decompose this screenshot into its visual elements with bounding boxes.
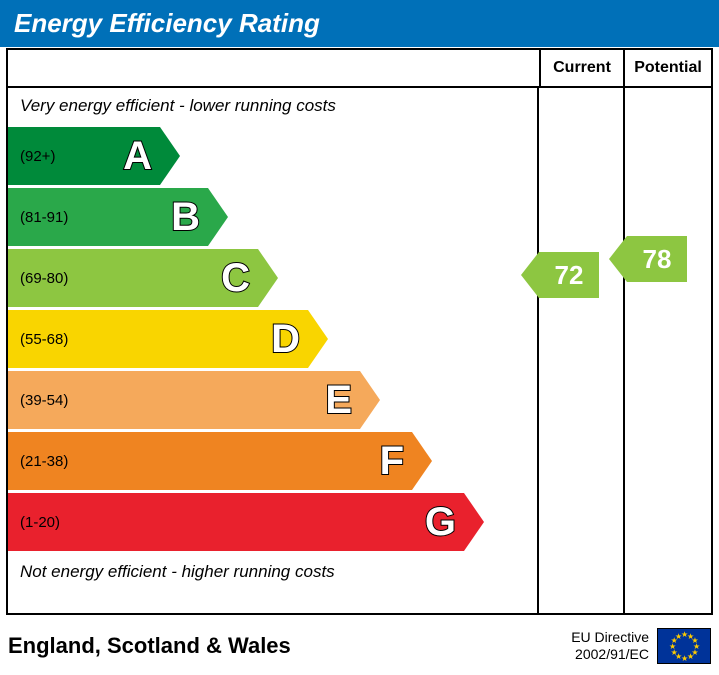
caption-inefficient: Not energy efficient - higher running co… [8, 556, 537, 582]
band-range: (1-20) [20, 514, 60, 531]
directive-block: EU Directive 2002/91/EC ★★★★★★★★★★★★ [571, 628, 711, 664]
column-header-row: Current Potential [8, 50, 711, 88]
band-letter: G [425, 502, 456, 542]
column-header-current: Current [539, 50, 625, 86]
band-row: (39-54) E [8, 371, 537, 429]
band-row: (81-91) B [8, 188, 537, 246]
potential-rating-pointer: 78 [627, 236, 687, 282]
band-range: (39-54) [20, 392, 68, 409]
band-range: (21-38) [20, 453, 68, 470]
band-bar-c: (69-80) C [8, 249, 258, 307]
band-row: (55-68) D [8, 310, 537, 368]
chart-title: Energy Efficiency Rating [0, 0, 719, 47]
eu-flag-icon: ★★★★★★★★★★★★ [657, 628, 711, 664]
band-letter: E [325, 380, 352, 420]
band-range: (55-68) [20, 331, 68, 348]
band-letter: B [171, 197, 200, 237]
band-range: (92+) [20, 148, 55, 165]
band-row: (69-80) C [8, 249, 537, 307]
directive-text: EU Directive 2002/91/EC [571, 629, 649, 663]
caption-efficient: Very energy efficient - lower running co… [8, 96, 537, 122]
band-bar-a: (92+) A [8, 127, 160, 185]
footer: England, Scotland & Wales EU Directive 2… [8, 621, 711, 671]
column-divider [537, 88, 539, 613]
band-bar-g: (1-20) G [8, 493, 464, 551]
band-letter: D [271, 319, 300, 359]
chart-grid: Current Potential Very energy efficient … [6, 48, 713, 615]
epc-rating-chart: Energy Efficiency Rating Current Potenti… [0, 0, 719, 675]
band-rows: (92+) A (81-91) B (69-80) C (55-68) D (39-54) E (2… [8, 122, 537, 556]
band-letter: F [380, 441, 404, 481]
band-bar-e: (39-54) E [8, 371, 360, 429]
band-row: (21-38) F [8, 432, 537, 490]
column-header-potential: Potential [625, 50, 711, 86]
band-row: (1-20) G [8, 493, 537, 551]
region-label: England, Scotland & Wales [8, 633, 291, 659]
band-letter: C [221, 258, 250, 298]
band-letter: A [123, 136, 152, 176]
bands-area: Very energy efficient - lower running co… [8, 88, 537, 613]
band-range: (69-80) [20, 270, 68, 287]
band-range: (81-91) [20, 209, 68, 226]
band-bar-f: (21-38) F [8, 432, 412, 490]
band-bar-d: (55-68) D [8, 310, 308, 368]
current-rating-value: 72 [555, 260, 584, 291]
column-divider [623, 88, 625, 613]
band-row: (92+) A [8, 127, 537, 185]
band-bar-b: (81-91) B [8, 188, 208, 246]
current-rating-pointer: 72 [539, 252, 599, 298]
potential-rating-value: 78 [643, 244, 672, 275]
